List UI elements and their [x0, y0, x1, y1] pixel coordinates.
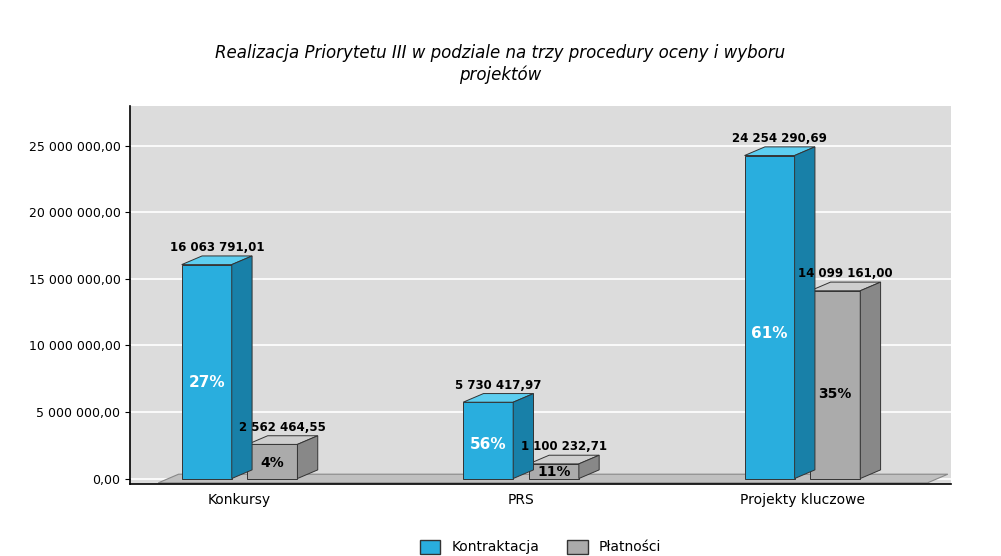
Polygon shape [297, 436, 317, 479]
Polygon shape [247, 436, 317, 444]
Polygon shape [514, 394, 534, 479]
Text: 16 063 791,01: 16 063 791,01 [169, 241, 264, 254]
Polygon shape [182, 256, 252, 265]
Polygon shape [810, 282, 881, 291]
Text: 1 100 232,71: 1 100 232,71 [521, 440, 607, 453]
Legend: Kontraktacja, Płatności: Kontraktacja, Płatności [414, 534, 667, 556]
Polygon shape [795, 147, 815, 479]
Text: 24 254 290,69: 24 254 290,69 [733, 132, 827, 145]
Polygon shape [579, 455, 600, 479]
Bar [247, 444, 297, 479]
Bar [182, 265, 232, 479]
Text: 56%: 56% [469, 436, 507, 451]
Text: 14 099 161,00: 14 099 161,00 [798, 267, 893, 280]
Text: 27%: 27% [188, 375, 225, 390]
Bar [745, 156, 795, 479]
Bar [810, 291, 860, 479]
Text: 4%: 4% [260, 456, 284, 470]
Text: 61%: 61% [752, 326, 788, 341]
Polygon shape [463, 394, 534, 402]
Text: 5 730 417,97: 5 730 417,97 [455, 379, 542, 391]
Polygon shape [745, 147, 815, 156]
Text: Realizacja Priorytetu III w podziale na trzy procedury oceny i wyboru
projektów: Realizacja Priorytetu III w podziale na … [215, 44, 786, 84]
Text: 35%: 35% [819, 387, 852, 401]
Bar [463, 402, 514, 479]
Text: 2 562 464,55: 2 562 464,55 [239, 421, 326, 434]
Polygon shape [529, 455, 600, 464]
Text: 11%: 11% [538, 465, 571, 479]
Bar [529, 464, 579, 479]
Polygon shape [158, 474, 948, 483]
Polygon shape [232, 256, 252, 479]
Polygon shape [860, 282, 881, 479]
